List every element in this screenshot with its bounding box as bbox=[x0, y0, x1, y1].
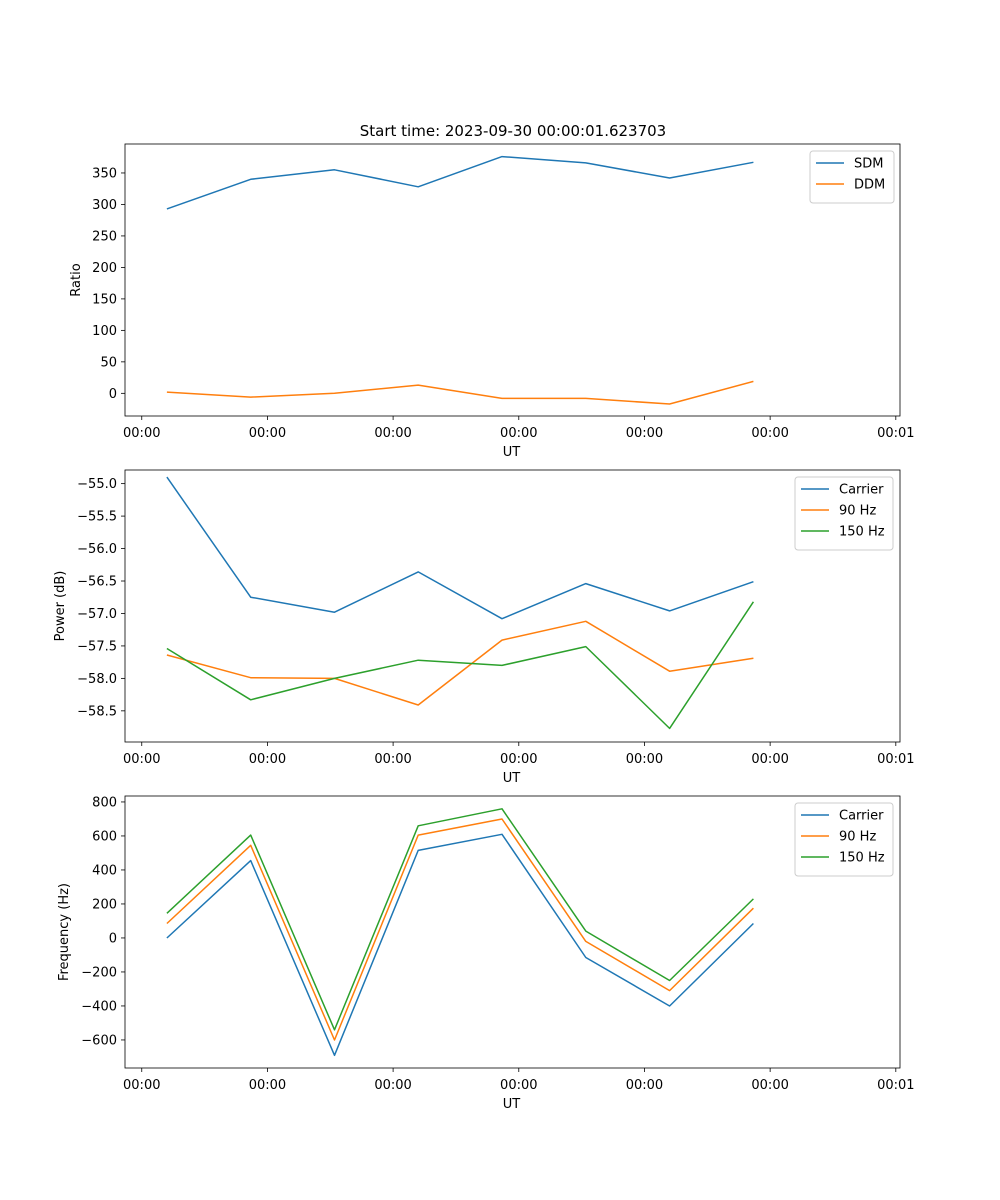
x-tick-label: 00:00 bbox=[249, 426, 286, 441]
y-tick-label: −57.5 bbox=[77, 639, 117, 654]
legend-label: 150 Hz bbox=[839, 851, 885, 866]
x-tick-label: 00:00 bbox=[374, 426, 411, 441]
y-tick-label: 200 bbox=[92, 261, 117, 276]
subplot-1: 0 50 100 150 200 250 300 350 00:00 00:00 00:00 00:0… bbox=[69, 143, 915, 460]
y-tick-label: 400 bbox=[92, 863, 117, 878]
legend-label: DDM bbox=[854, 178, 885, 193]
y-tick-label: 0 bbox=[109, 387, 117, 402]
y-tick-label: −57.0 bbox=[77, 607, 117, 622]
x-tick-label: 00:00 bbox=[751, 752, 788, 767]
x-tick-label: 00:00 bbox=[500, 1078, 537, 1093]
axes-frame bbox=[124, 143, 901, 417]
x-tick-label: 00:00 bbox=[626, 426, 663, 441]
y-tick-label: 600 bbox=[92, 829, 117, 844]
x-axis-label: UT bbox=[503, 1097, 521, 1112]
x-tick-label: 00:01 bbox=[877, 1078, 914, 1093]
legend-label: SDM bbox=[854, 157, 883, 172]
x-tick-label: 00:00 bbox=[626, 752, 663, 767]
y-tick-label: −56.5 bbox=[77, 575, 117, 590]
x-tick-label: 00:00 bbox=[123, 1078, 160, 1093]
legend-label: Carrier bbox=[839, 483, 884, 498]
legend: Carrier 90 Hz 150 Hz bbox=[794, 476, 894, 551]
legend-label: 150 Hz bbox=[839, 525, 885, 540]
series-line-ddm bbox=[166, 380, 754, 405]
y-axis-label: Frequency (Hz) bbox=[57, 883, 72, 981]
legend-label: 90 Hz bbox=[839, 504, 876, 519]
x-tick-label: 00:00 bbox=[123, 752, 160, 767]
x-tick-label: 00:01 bbox=[877, 426, 914, 441]
y-tick-label: 800 bbox=[92, 795, 117, 810]
series-line-90-hz bbox=[166, 818, 754, 1041]
y-tick-label: 200 bbox=[92, 897, 117, 912]
y-tick-label: −200 bbox=[81, 965, 117, 980]
y-tick-label: 0 bbox=[109, 931, 117, 946]
y-tick-label: 150 bbox=[92, 292, 117, 307]
legend: SDM DDM bbox=[809, 150, 895, 204]
subplot-2: −55.0 −55.5 −56.0 −56.5 −57.0 −57.5 −58.0 −58.5… bbox=[53, 469, 915, 786]
y-tick-label: −400 bbox=[81, 999, 117, 1014]
series-line-carrier bbox=[166, 833, 754, 1057]
x-tick-label: 00:00 bbox=[751, 1078, 788, 1093]
subplots: 0 50 100 150 200 250 300 350 00:00 00:00 00:00 00:0… bbox=[53, 143, 915, 1112]
y-tick-label: 350 bbox=[92, 166, 117, 181]
legend-label: Carrier bbox=[839, 809, 884, 824]
y-axis-label: Power (dB) bbox=[53, 571, 68, 642]
series-line-150-hz bbox=[166, 808, 754, 1031]
y-tick-label: −55.0 bbox=[77, 477, 117, 492]
y-tick-label: −58.0 bbox=[77, 672, 117, 687]
y-tick-label: −600 bbox=[81, 1033, 117, 1048]
y-tick-label: −58.5 bbox=[77, 704, 117, 719]
y-tick-label: 300 bbox=[92, 198, 117, 213]
chart-title: Start time: 2023-09-30 00:00:01.623703 bbox=[360, 122, 666, 140]
x-tick-label: 00:00 bbox=[500, 426, 537, 441]
series-line-carrier bbox=[166, 476, 754, 620]
x-tick-label: 00:00 bbox=[123, 426, 160, 441]
legend-box bbox=[809, 150, 895, 204]
y-tick-label: 100 bbox=[92, 324, 117, 339]
axes-frame bbox=[124, 795, 901, 1069]
x-axis-label: UT bbox=[503, 771, 521, 786]
x-tick-label: 00:00 bbox=[249, 1078, 286, 1093]
axes-frame bbox=[124, 469, 901, 743]
x-tick-label: 00:00 bbox=[374, 752, 411, 767]
x-tick-label: 00:00 bbox=[374, 1078, 411, 1093]
y-axis-label: Ratio bbox=[69, 263, 84, 296]
series-line-90-hz bbox=[166, 620, 754, 706]
x-tick-label: 00:00 bbox=[751, 426, 788, 441]
y-tick-label: −56.0 bbox=[77, 542, 117, 557]
legend-label: 90 Hz bbox=[839, 830, 876, 845]
x-tick-label: 00:00 bbox=[626, 1078, 663, 1093]
subplot-3: −600 −400 −200 0 200 400 600 800 00:00 00:00 00:00… bbox=[57, 795, 915, 1112]
x-tick-label: 00:01 bbox=[877, 752, 914, 767]
x-tick-label: 00:00 bbox=[249, 752, 286, 767]
y-tick-label: 50 bbox=[100, 355, 117, 370]
legend: Carrier 90 Hz 150 Hz bbox=[794, 802, 894, 877]
series-line-sdm bbox=[166, 155, 754, 210]
series-line-150-hz bbox=[166, 601, 755, 730]
y-tick-label: −55.5 bbox=[77, 510, 117, 525]
y-tick-label: 250 bbox=[92, 229, 117, 244]
x-axis-label: UT bbox=[503, 445, 521, 460]
x-tick-label: 00:00 bbox=[500, 752, 537, 767]
